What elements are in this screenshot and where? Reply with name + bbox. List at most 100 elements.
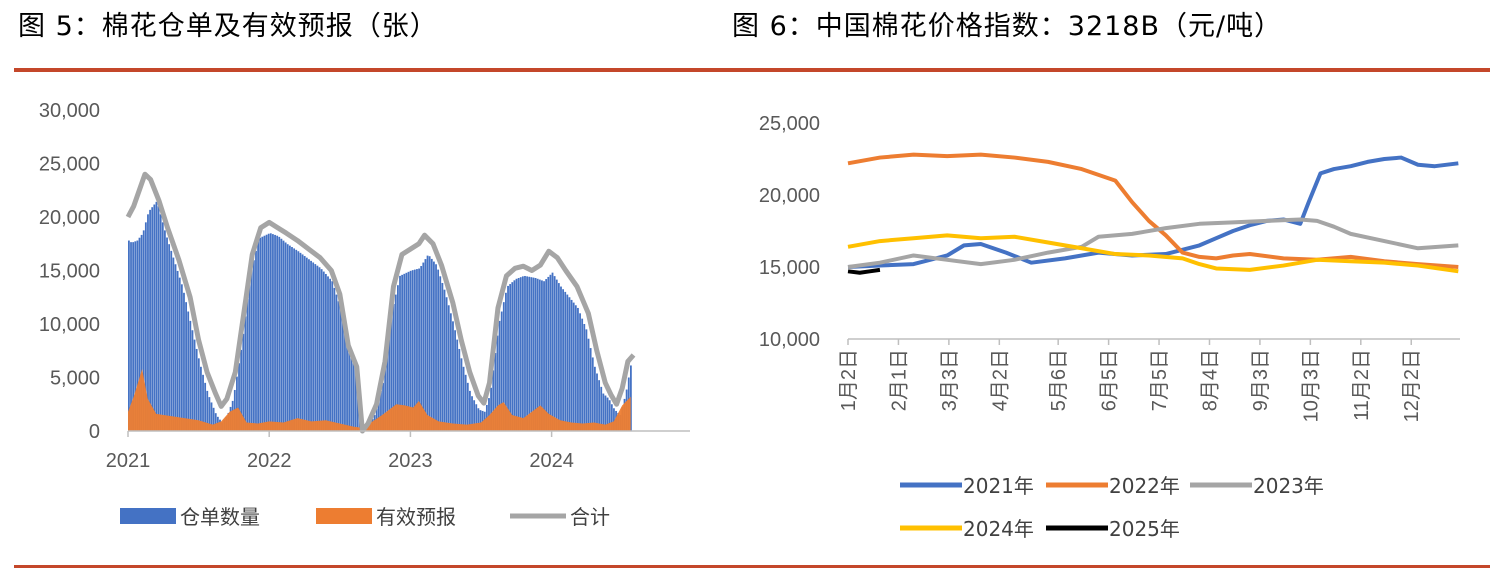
x-tick-label: 1月2日 xyxy=(838,349,860,411)
receipt-bar xyxy=(574,305,577,431)
receipt-bar xyxy=(144,222,147,431)
receipt-bar xyxy=(280,238,283,431)
receipt-bar xyxy=(195,348,198,431)
receipt-bar xyxy=(210,402,213,431)
receipt-bar xyxy=(418,268,420,431)
x-tick-label: 7月5日 xyxy=(1149,349,1171,411)
receipt-bar xyxy=(276,235,279,431)
receipt-bar xyxy=(132,242,135,431)
receipt-bar xyxy=(327,276,329,431)
receipt-bar xyxy=(538,279,541,431)
receipt-bar xyxy=(456,339,459,431)
receipt-bar xyxy=(337,301,340,431)
receipt-bar xyxy=(411,270,414,431)
receipt-bar xyxy=(269,233,272,431)
x-tick-label: 6月5日 xyxy=(1099,349,1121,411)
receipt-bar xyxy=(399,275,401,431)
receipt-bar xyxy=(299,252,302,431)
receipt-bar xyxy=(352,361,355,431)
receipt-bar xyxy=(166,237,168,431)
y-tick-label: 5,000 xyxy=(50,368,100,390)
receipt-bar xyxy=(348,350,351,431)
receipt-bar xyxy=(488,398,490,431)
receipt-bar xyxy=(265,234,268,431)
receipt-bar xyxy=(528,276,531,431)
receipt-bar xyxy=(390,313,393,431)
receipt-bar xyxy=(346,340,348,431)
receipt-bar xyxy=(396,285,399,431)
receipt-bar xyxy=(394,294,397,431)
x-tick-label: 2023 xyxy=(388,450,433,472)
receipt-bar xyxy=(564,291,567,431)
receipt-bar xyxy=(443,289,446,431)
receipt-bar xyxy=(293,248,296,431)
receipt-bar xyxy=(259,237,262,431)
receipt-bar xyxy=(159,214,162,431)
receipt-bar xyxy=(600,386,603,431)
x-tick-label: 8月4日 xyxy=(1199,349,1221,411)
receipt-bar xyxy=(183,292,185,431)
receipt-bar xyxy=(498,320,501,431)
receipt-bar xyxy=(282,240,285,431)
receipt-bar xyxy=(509,284,512,431)
receipt-bar xyxy=(560,286,562,431)
receipt-bar xyxy=(577,307,579,431)
x-tick-label: 10月3日 xyxy=(1300,349,1322,422)
receipt-bar xyxy=(208,397,211,431)
receipt-bar xyxy=(202,374,204,431)
receipt-bar xyxy=(310,260,312,431)
receipt-bar xyxy=(257,241,260,431)
receipt-bar xyxy=(568,297,571,431)
receipt-bar xyxy=(339,307,342,431)
x-tick-label: 3月3日 xyxy=(939,349,961,411)
y-tick-label: 10,000 xyxy=(759,329,820,351)
receipt-bar xyxy=(551,272,554,431)
receipt-bar xyxy=(454,330,456,431)
receipt-bar xyxy=(481,410,484,431)
receipt-bar xyxy=(420,266,423,431)
receipt-bar xyxy=(272,234,274,431)
receipt-bar xyxy=(593,366,596,431)
legend-label: 2021年 xyxy=(963,474,1034,498)
receipt-bar xyxy=(318,267,321,431)
receipt-bar xyxy=(445,297,448,431)
receipt-bar xyxy=(570,299,573,431)
receipt-bar xyxy=(284,242,287,431)
receipt-bar xyxy=(324,273,327,431)
legend-label: 2022年 xyxy=(1109,474,1180,498)
receipt-bar xyxy=(157,206,160,431)
receipt-bar xyxy=(312,262,315,431)
receipt-bar xyxy=(433,261,435,431)
receipt-bar xyxy=(130,242,132,431)
legend-label: 2023年 xyxy=(1253,474,1324,498)
receipt-bar xyxy=(278,236,281,431)
receipt-bar xyxy=(136,240,139,431)
x-tick-label: 2024 xyxy=(529,450,574,472)
receipt-bar xyxy=(591,357,594,431)
y-tick-label: 25,000 xyxy=(759,113,820,135)
receipt-bar xyxy=(517,277,520,431)
receipt-bar xyxy=(153,204,156,431)
receipt-bar xyxy=(295,249,298,431)
receipt-bar xyxy=(176,270,179,431)
receipt-bar xyxy=(416,269,418,431)
x-tick-label: 5月6日 xyxy=(1048,349,1070,411)
receipt-bar xyxy=(409,270,412,431)
receipt-bar xyxy=(521,276,524,431)
receipt-bar xyxy=(598,380,601,431)
receipt-bar xyxy=(286,244,289,431)
y-tick-label: 20,000 xyxy=(39,207,100,229)
receipt-bar xyxy=(297,251,300,431)
receipt-bar xyxy=(464,374,467,431)
receipt-bar xyxy=(490,387,492,431)
y-tick-label: 15,000 xyxy=(759,257,820,279)
receipt-bar xyxy=(505,292,507,431)
receipt-bar xyxy=(566,294,569,431)
receipt-bar xyxy=(452,321,454,431)
receipt-bar xyxy=(255,250,257,431)
receipt-bar xyxy=(524,275,526,431)
receipt-bar xyxy=(386,348,389,431)
receipt-bar xyxy=(322,271,325,431)
receipt-bar xyxy=(333,287,336,431)
receipt-bar xyxy=(511,282,514,431)
